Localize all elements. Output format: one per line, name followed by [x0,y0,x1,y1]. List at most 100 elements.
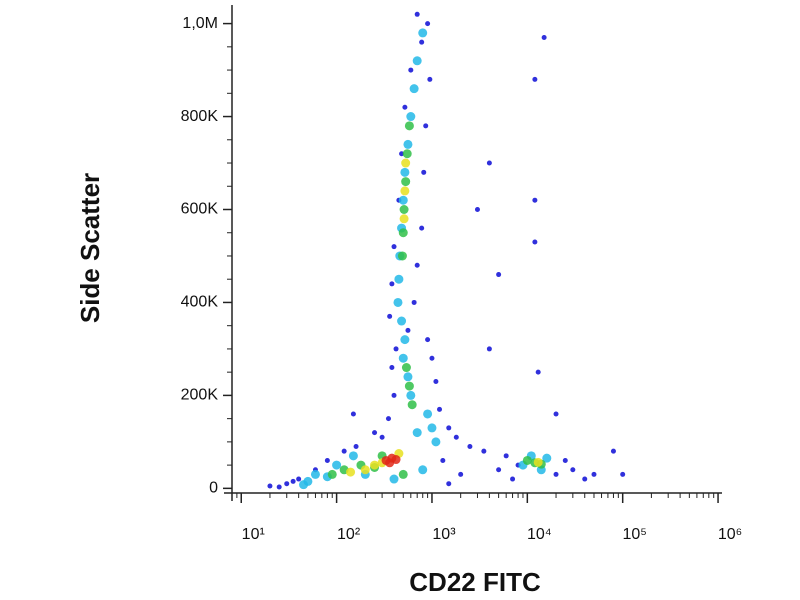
point [399,214,409,224]
point [419,225,425,231]
point [406,112,416,122]
point [532,239,538,245]
point [379,434,385,440]
point [393,346,399,352]
point [401,363,411,373]
point [400,335,410,345]
y-tick-label: 800K [181,108,219,125]
point [276,484,282,490]
point [403,139,413,149]
y-tick-label: 0 [209,480,218,497]
point [353,444,359,450]
point [419,39,425,45]
point [474,206,480,212]
point [397,251,407,261]
point [486,160,492,166]
point [387,313,393,319]
point [299,480,309,490]
point [398,353,408,363]
point [370,460,380,470]
point [541,35,547,41]
point [437,406,443,412]
point [348,451,358,461]
point [398,469,408,479]
point [535,369,541,375]
point [429,355,435,361]
y-axis-label: Side Scatter [75,173,105,323]
point [398,195,408,205]
point [610,448,616,454]
y-tick-label: 400K [181,294,219,311]
point [401,177,411,187]
point [385,416,391,422]
point [389,365,395,371]
y-tick-label: 1,0M [182,15,218,32]
point [389,281,395,287]
point [427,76,433,82]
point [404,121,414,131]
point [389,474,399,484]
point [421,169,427,175]
point [562,457,568,463]
point [399,151,405,157]
point [467,444,473,450]
point [418,28,428,38]
point [446,481,452,487]
point [532,197,538,203]
point [360,465,370,475]
point [290,478,296,484]
x-tick-label: 10⁴ [527,526,552,543]
point [433,378,439,384]
point [393,297,403,307]
point [400,186,410,196]
point [401,158,411,168]
point [324,457,330,463]
point [327,469,337,479]
point [553,411,559,417]
point [391,244,397,250]
point [399,204,409,214]
point [284,481,290,487]
point [332,460,342,470]
point [397,316,407,326]
point [522,455,532,465]
point [385,458,395,468]
point [446,425,452,431]
point [391,392,397,398]
point [414,11,420,17]
point [458,471,464,477]
point [400,167,410,177]
point [440,457,446,463]
point [510,476,516,482]
point [532,76,538,82]
x-axis-label: CD22 FITC [409,567,541,597]
point [350,411,356,417]
point [591,471,597,477]
point [553,471,559,477]
point [423,409,433,419]
point [398,228,408,238]
y-tick-label: 200K [181,387,219,404]
point [408,67,414,73]
x-tick-label: 10⁵ [622,526,646,543]
point [409,84,419,94]
point [496,467,502,473]
point [582,476,588,482]
point [402,149,412,159]
point [404,381,414,391]
point [372,430,378,436]
point [542,453,552,463]
point [427,423,437,433]
point [346,467,356,477]
point [620,471,626,477]
point [407,400,417,410]
point [425,21,431,27]
x-tick-label: 10² [337,526,361,543]
point [394,274,404,284]
point [425,337,431,343]
point [403,372,413,382]
point [341,448,347,454]
point [496,272,502,278]
